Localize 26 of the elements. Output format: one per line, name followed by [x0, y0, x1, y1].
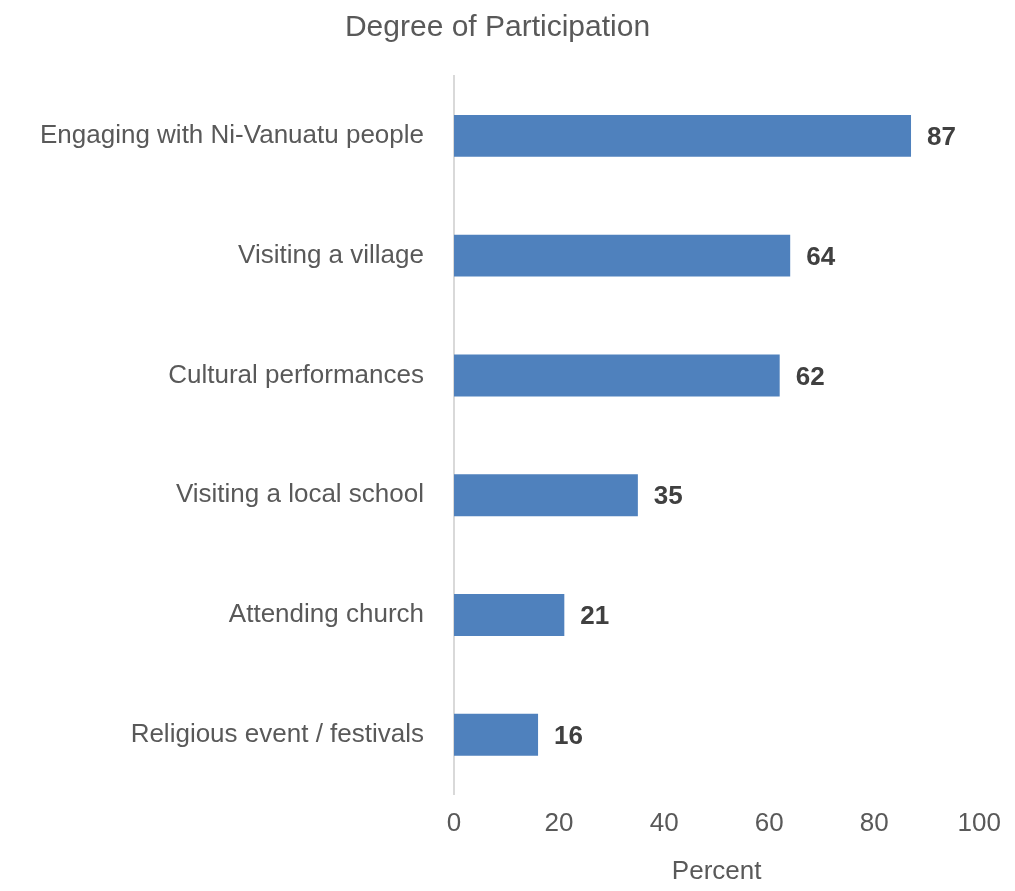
data-label: 62 [795, 360, 825, 391]
y-tick-label: Religious event / festivals [130, 717, 425, 748]
bar [454, 593, 565, 636]
x-tick-label: 40 [649, 807, 679, 838]
x-tick-label: 60 [754, 807, 784, 838]
x-tick-label: 80 [859, 807, 889, 838]
data-label: 64 [806, 240, 836, 271]
data-label: 35 [653, 480, 683, 511]
bar [454, 114, 912, 157]
y-tick-label: Visiting a local school [175, 478, 425, 509]
data-label: 21 [580, 600, 610, 631]
x-axis-title: Percent [671, 854, 763, 885]
x-tick-label: 100 [957, 807, 1002, 838]
data-label: 87 [927, 121, 956, 152]
bar [454, 354, 780, 397]
y-tick-label: Cultural performances [168, 358, 425, 389]
bar [454, 474, 638, 517]
bar [454, 713, 539, 756]
chart-title: Degree of Participation [344, 9, 651, 43]
y-tick-label: Attending church [228, 598, 425, 629]
data-label: 16 [554, 719, 583, 750]
y-tick-label: Visiting a village [238, 238, 425, 269]
x-tick-label: 20 [544, 807, 574, 838]
bar [454, 234, 791, 277]
x-tick-label: 0 [446, 807, 462, 838]
y-tick-label: Engaging with Ni-Vanuatu people [39, 119, 425, 150]
